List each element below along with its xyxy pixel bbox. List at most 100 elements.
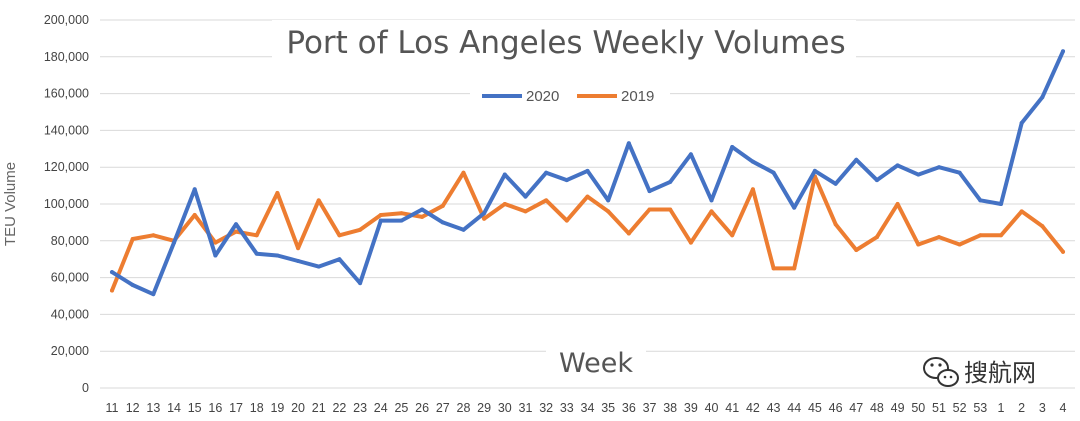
x-tick-label: 19: [270, 401, 284, 415]
x-tick-label: 23: [353, 401, 367, 415]
x-tick-label: 28: [457, 401, 471, 415]
x-tick-label: 20: [291, 401, 305, 415]
x-axis-label-background: [546, 340, 646, 384]
x-tick-label: 16: [208, 401, 222, 415]
x-tick-label: 11: [106, 401, 119, 415]
data-point-2020: [771, 170, 776, 175]
data-point-2020: [213, 253, 218, 258]
data-point-2019: [523, 209, 528, 214]
x-tick-label: 31: [519, 401, 533, 415]
y-tick-label: 120,000: [44, 160, 89, 174]
data-point-2019: [688, 240, 693, 245]
data-point-2019: [998, 233, 1003, 238]
data-point-2020: [957, 170, 962, 175]
data-point-2019: [192, 213, 197, 218]
data-point-2019: [750, 187, 755, 192]
x-tick-label: 45: [808, 401, 822, 415]
x-tick-label: 39: [684, 401, 698, 415]
data-point-2020: [916, 172, 921, 177]
data-point-2020: [482, 211, 487, 216]
x-tick-label: 40: [705, 401, 719, 415]
data-point-2020: [337, 257, 342, 262]
data-point-2019: [936, 235, 941, 240]
x-tick-label: 46: [829, 401, 843, 415]
y-tick-label: 160,000: [44, 87, 89, 101]
x-tick-label: 32: [539, 401, 553, 415]
data-point-2019: [337, 233, 342, 238]
data-point-2019: [626, 231, 631, 236]
data-point-2019: [606, 209, 611, 214]
data-point-2019: [792, 266, 797, 271]
x-tick-label: 22: [332, 401, 346, 415]
data-point-2020: [378, 218, 383, 223]
data-point-2020: [585, 168, 590, 173]
data-point-2019: [440, 203, 445, 208]
data-point-2020: [854, 157, 859, 162]
data-point-2020: [564, 178, 569, 183]
data-point-2020: [978, 198, 983, 203]
data-point-2019: [647, 207, 652, 212]
data-point-2020: [750, 159, 755, 164]
data-point-2020: [998, 202, 1003, 206]
x-tick-label: 14: [167, 401, 181, 415]
watermark: 搜航网: [923, 357, 1036, 387]
data-point-2019: [564, 218, 569, 223]
data-point-2019: [378, 213, 383, 218]
x-tick-label: 30: [498, 401, 512, 415]
x-tick-label: 24: [374, 401, 388, 415]
x-tick-label: 34: [581, 401, 595, 415]
data-point-2019: [275, 190, 280, 195]
data-point-2019: [730, 233, 735, 238]
legend-label-2019: 2019: [621, 88, 654, 105]
data-point-2020: [1061, 49, 1065, 54]
data-point-2019: [895, 202, 900, 206]
x-tick-label: 2: [1018, 401, 1025, 415]
data-point-2020: [172, 240, 177, 245]
x-tick-label: 25: [394, 401, 408, 415]
x-tick-label: 52: [953, 401, 967, 415]
x-tick-label: 12: [126, 401, 140, 415]
x-tick-label: 13: [146, 401, 160, 415]
data-point-2019: [833, 222, 838, 227]
legend-label-2020: 2020: [526, 88, 559, 105]
x-tick-label: 53: [973, 401, 987, 415]
data-point-2020: [544, 170, 549, 175]
data-point-2020: [688, 152, 693, 157]
data-point-2020: [626, 141, 631, 146]
x-tick-label: 26: [415, 401, 429, 415]
x-tick-label: 42: [746, 401, 760, 415]
data-point-2019: [668, 207, 673, 212]
x-tick-label: 36: [622, 401, 636, 415]
y-tick-label: 80,000: [51, 234, 89, 248]
data-point-2019: [420, 214, 425, 219]
x-tick-label: 51: [932, 401, 946, 415]
x-tick-label: 27: [436, 401, 450, 415]
x-tick-label: 38: [663, 401, 677, 415]
data-point-2019: [151, 233, 156, 238]
data-point-2020: [874, 178, 879, 183]
data-point-2019: [854, 248, 859, 252]
data-point-2020: [936, 165, 941, 170]
x-tick-label: 37: [643, 401, 657, 415]
data-point-2020: [110, 270, 114, 275]
data-point-2020: [440, 220, 445, 225]
data-point-2020: [296, 259, 301, 264]
data-point-2020: [234, 222, 239, 227]
x-tick-label: 50: [911, 401, 925, 415]
legend: 2020 2019: [482, 88, 654, 105]
data-point-2020: [647, 189, 652, 194]
data-point-2019: [874, 235, 879, 240]
data-point-2019: [1061, 249, 1065, 254]
x-tick-label: 4: [1060, 401, 1067, 415]
data-point-2019: [585, 194, 590, 199]
data-point-2019: [482, 216, 487, 221]
x-tick-label: 18: [250, 401, 264, 415]
x-tick-label: 33: [560, 401, 574, 415]
data-point-2020: [1040, 95, 1045, 100]
x-tick-label: 1: [998, 401, 1005, 415]
data-point-2019: [296, 246, 301, 251]
data-point-2019: [399, 211, 404, 216]
x-tick-label: 35: [601, 401, 615, 415]
data-point-2019: [316, 198, 321, 203]
x-tick-label: 3: [1039, 401, 1046, 415]
